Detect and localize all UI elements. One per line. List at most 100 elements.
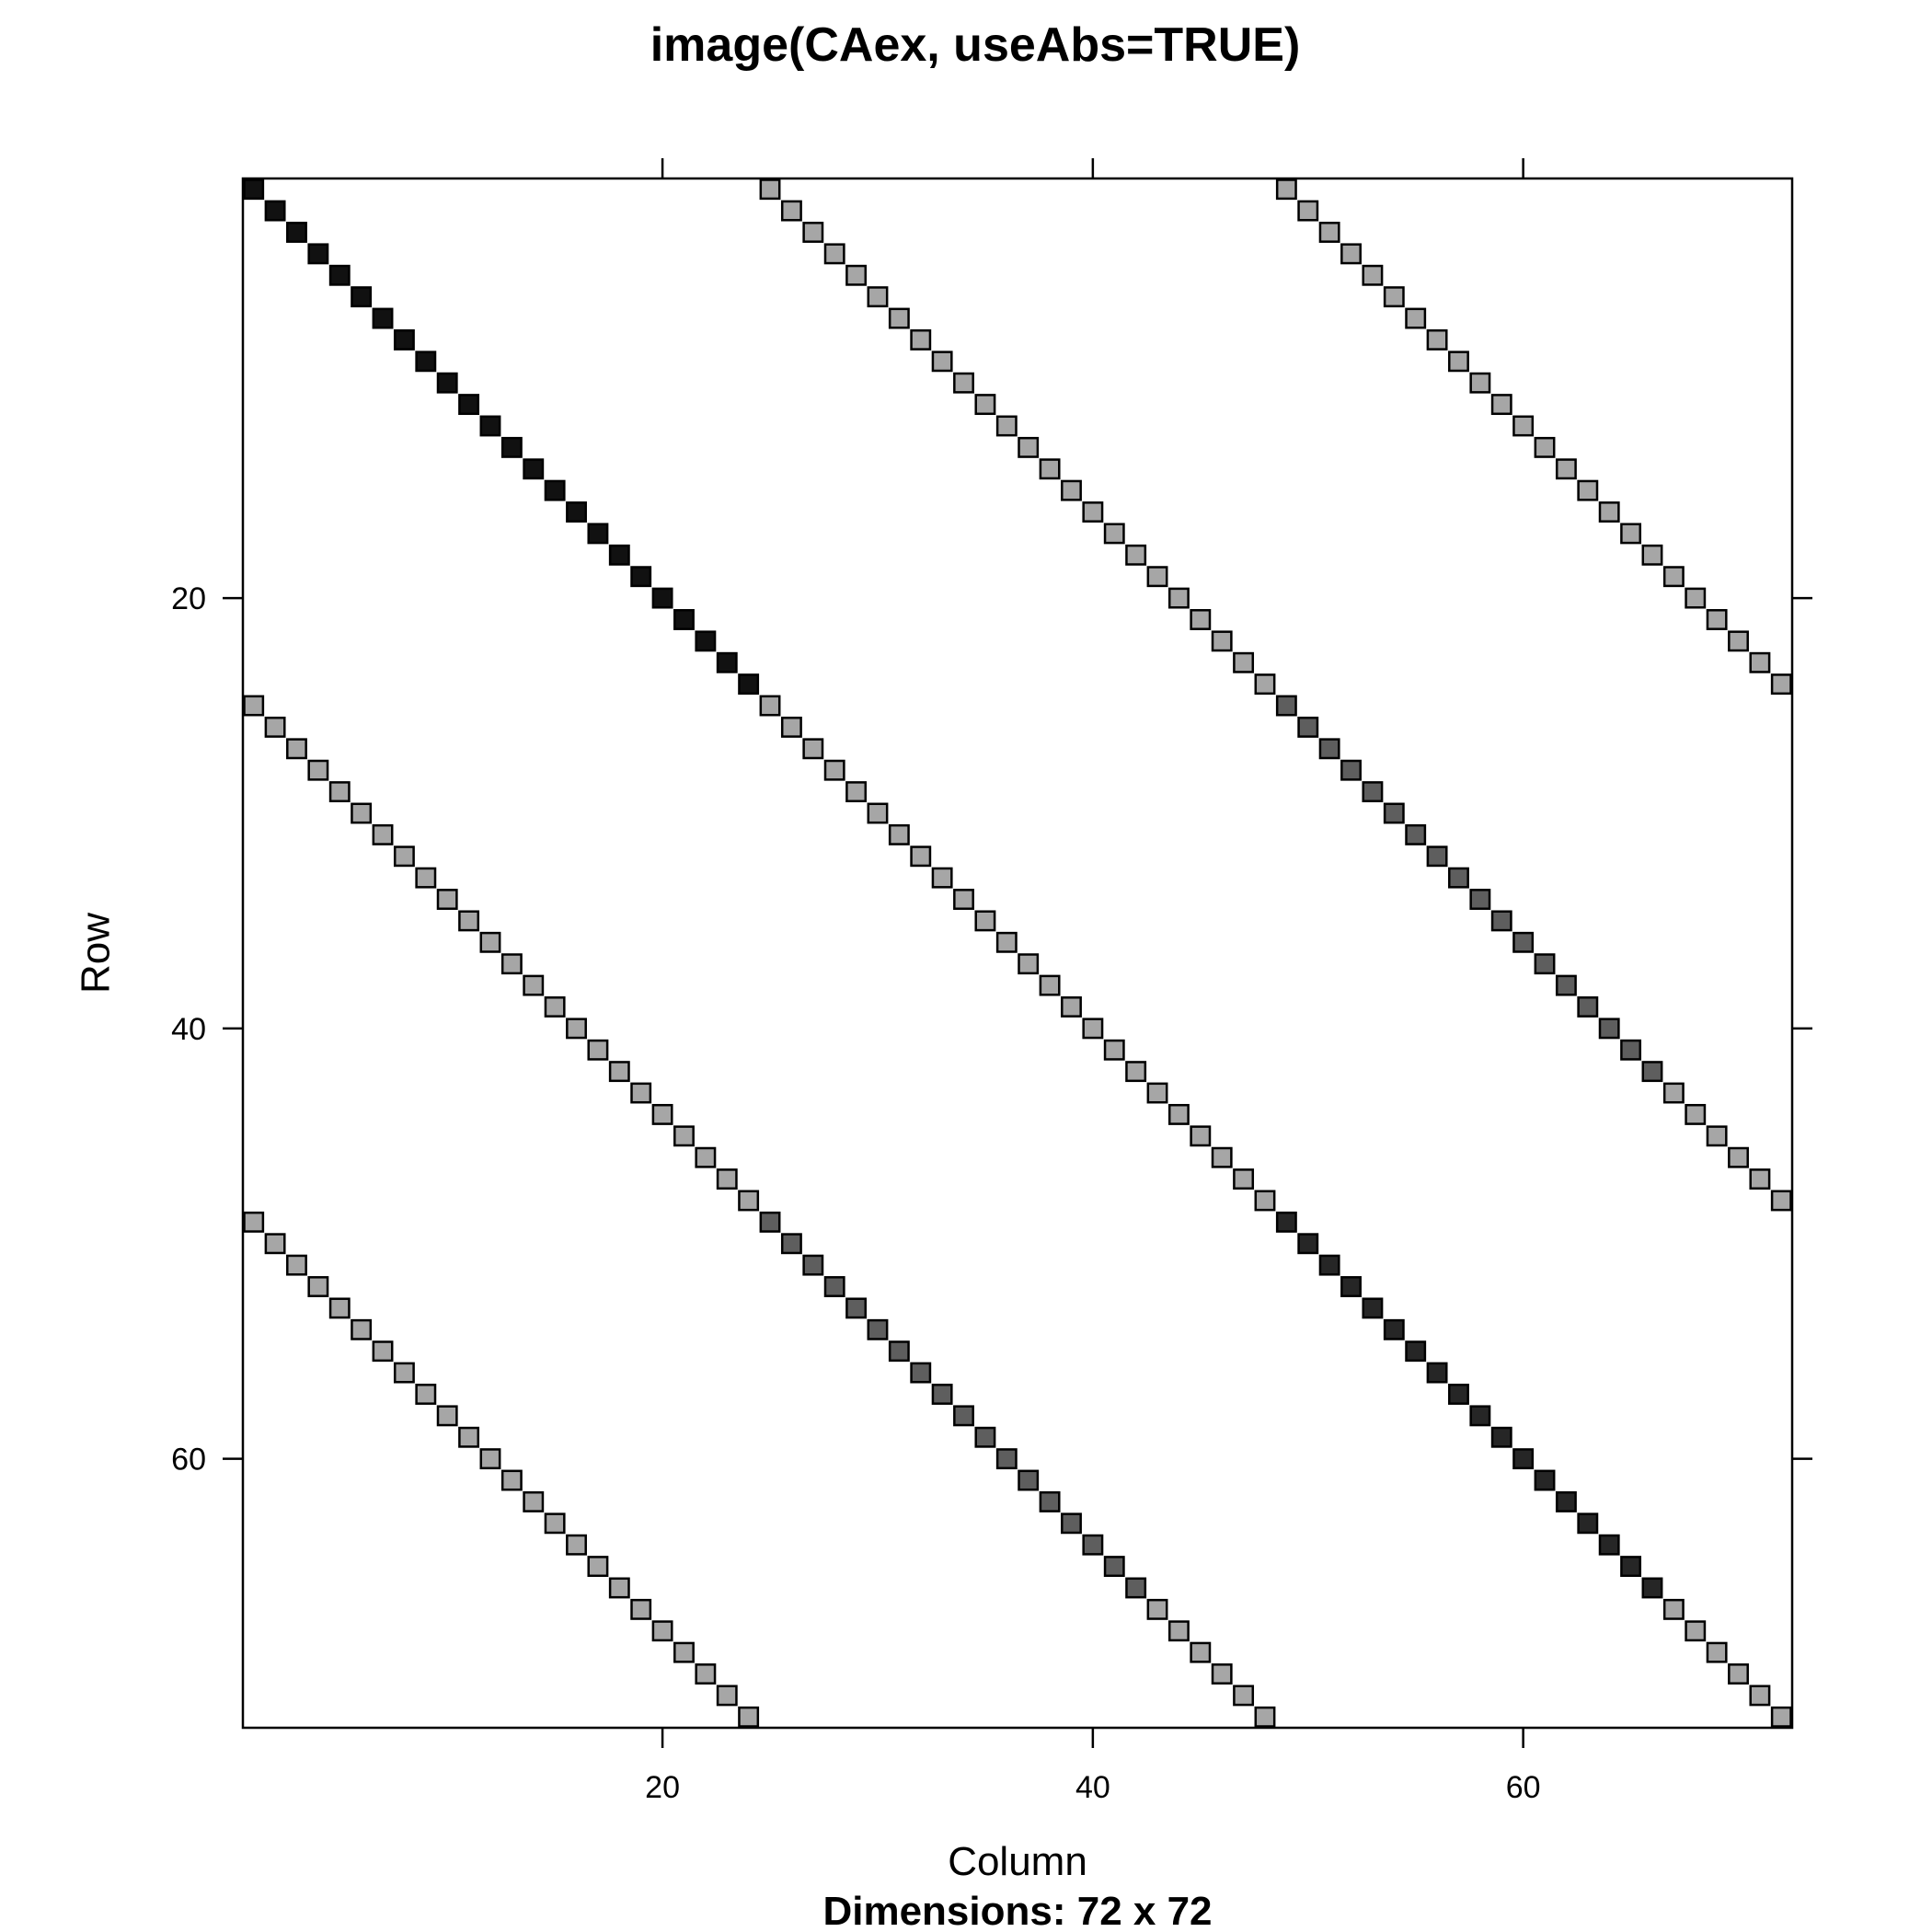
matrix-cell [1318, 1254, 1340, 1276]
matrix-cell [1512, 931, 1535, 953]
matrix-cell [802, 222, 824, 243]
matrix-cell [1426, 845, 1448, 868]
matrix-cell [1534, 436, 1556, 458]
matrix-cell [823, 759, 845, 781]
matrix-cell [1490, 394, 1512, 416]
matrix-cell [1577, 1512, 1599, 1535]
matrix-cell [479, 931, 501, 953]
matrix-cell [1082, 1534, 1104, 1556]
matrix-cell [1103, 1556, 1125, 1578]
matrix-cell [1620, 1556, 1642, 1578]
x-tick-label: 60 [1506, 1770, 1541, 1805]
matrix-cell [780, 716, 802, 738]
matrix-cell [1512, 415, 1535, 437]
matrix-cell [1340, 1276, 1362, 1297]
matrix-cell [974, 910, 996, 932]
matrix-cell [1405, 1340, 1427, 1363]
matrix-cell [1426, 1362, 1448, 1384]
matrix-cell [328, 264, 351, 286]
matrix-cell [1577, 479, 1599, 501]
matrix-cell [500, 1469, 523, 1491]
matrix-cell [1598, 1534, 1620, 1556]
dimensions-label: Dimensions: 72 x 72 [822, 1889, 1212, 1932]
y-tick-label: 20 [171, 581, 206, 616]
matrix-cell [307, 243, 329, 265]
matrix-cell [1426, 328, 1448, 351]
matrix-cell [1641, 1577, 1663, 1599]
matrix-cell [738, 673, 760, 696]
matrix-cell [1190, 609, 1212, 630]
matrix-cell [1190, 1125, 1212, 1147]
matrix-cell [1254, 1190, 1276, 1212]
matrix-cell [867, 1318, 889, 1340]
matrix-cell [608, 544, 630, 566]
matrix-cell [1770, 673, 1792, 696]
matrix-cell [1018, 436, 1040, 458]
matrix-cell [372, 1340, 394, 1363]
matrix-cell [544, 1512, 566, 1535]
matrix-cell [1469, 372, 1491, 394]
matrix-cell [673, 1125, 695, 1147]
matrix-cell [1297, 1233, 1319, 1255]
matrix-cell [1275, 1211, 1297, 1233]
matrix-cell [1749, 1168, 1771, 1190]
matrix-cell [931, 867, 953, 889]
matrix-cell [1125, 1061, 1147, 1083]
matrix-cell [1190, 1641, 1212, 1663]
matrix-cell [1555, 1490, 1577, 1512]
matrix-cell [286, 1254, 307, 1276]
matrix-cell [415, 351, 437, 373]
matrix-cell [1534, 1469, 1556, 1491]
matrix-cell [1039, 458, 1061, 480]
matrix-cell [1555, 974, 1577, 996]
matrix-cell [1490, 910, 1512, 932]
matrix-cell [953, 889, 974, 910]
matrix-cell [802, 738, 824, 760]
matrix-cell [888, 823, 910, 845]
matrix-cell [738, 1190, 760, 1212]
matrix-cell [1211, 630, 1233, 652]
matrix-cell [243, 178, 265, 201]
matrix-cell [1362, 1297, 1384, 1319]
matrix-cell [1534, 953, 1556, 975]
matrix-cell [1254, 673, 1276, 696]
matrix-cell [479, 1448, 501, 1470]
matrix-cell [1749, 651, 1771, 673]
matrix-cell [931, 1384, 953, 1405]
matrix-cell [780, 200, 802, 222]
matrix-cell [651, 587, 673, 609]
matrix-cell [1448, 867, 1469, 889]
matrix-cell [500, 436, 523, 458]
matrix-cell [910, 1362, 932, 1384]
matrix-cell [1082, 1018, 1104, 1040]
matrix-cell [608, 1577, 630, 1599]
matrix-cell [974, 394, 996, 416]
matrix-cell [1103, 1039, 1125, 1061]
matrix-cell [372, 307, 394, 329]
matrix-cell [953, 1405, 974, 1427]
matrix-cells [243, 178, 1792, 1728]
matrix-cell [587, 1556, 609, 1578]
matrix-cell [630, 566, 652, 588]
matrix-cell [1167, 1103, 1190, 1125]
matrix-cell [415, 1384, 437, 1405]
matrix-cell [500, 953, 523, 975]
matrix-cell [759, 1211, 781, 1233]
matrix-cell [630, 1082, 652, 1104]
matrix-cell [1685, 1103, 1707, 1125]
matrix-cell [328, 781, 351, 803]
matrix-cell [1512, 1448, 1535, 1470]
matrix-cell [1340, 243, 1362, 265]
matrix-cell [888, 1340, 910, 1363]
matrix-cell [1685, 1620, 1707, 1642]
matrix-cell [910, 328, 932, 351]
matrix-cell [1770, 1706, 1792, 1728]
matrix-cell [1469, 889, 1491, 910]
matrix-cell [1728, 1146, 1749, 1168]
matrix-cell [695, 1663, 717, 1685]
matrix-cell [436, 889, 458, 910]
matrix-cell [910, 845, 932, 868]
matrix-cell [845, 264, 868, 286]
matrix-cell [823, 1276, 845, 1297]
matrix-cell [1039, 974, 1061, 996]
